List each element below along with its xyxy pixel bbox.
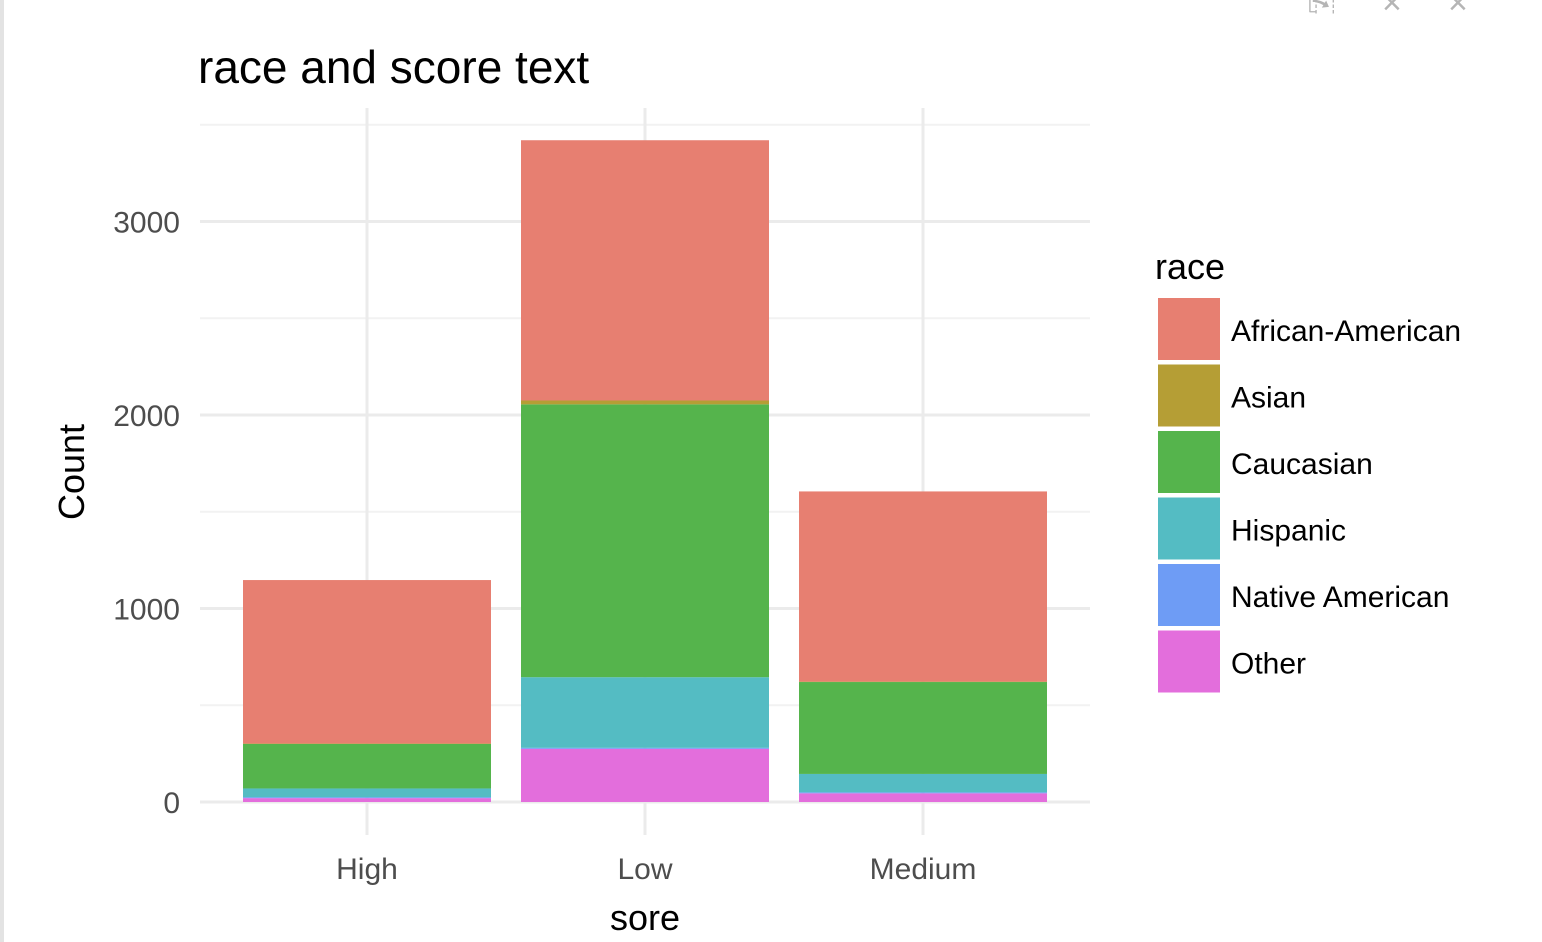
bar-segment-low-caucasian (521, 404, 769, 678)
legend-key-african-american (1158, 298, 1220, 360)
legend-label: Other (1231, 648, 1306, 681)
bar-segment-high-native-american (243, 797, 491, 799)
legend-key-hispanic (1158, 497, 1220, 560)
y-tick-label: 2000 (113, 400, 180, 433)
bar-segment-low-hispanic (521, 677, 769, 748)
bar-segment-high-hispanic (243, 788, 491, 798)
legend-key-caucasian (1158, 431, 1220, 493)
bars-layer (243, 140, 1047, 802)
y-tick-label: 0 (163, 787, 180, 820)
bar-segment-low-other (521, 748, 769, 802)
close-icon[interactable]: × (1448, 0, 1468, 14)
bar-segment-low-native-american (521, 747, 769, 749)
legend-label: Asian (1231, 382, 1306, 415)
chart-title: race and score text (198, 41, 589, 93)
export-icon[interactable]: ⎘ (1308, 0, 1335, 14)
legend-label: Native American (1231, 581, 1449, 614)
bar-segment-low-african-american (521, 140, 769, 401)
window-controls: ⎘ × × (1300, 0, 1500, 14)
bar-segment-medium-african-american (799, 491, 1047, 682)
y-tick-labels: 0 1000 2000 3000 (113, 207, 180, 821)
legend-label: African-American (1231, 315, 1461, 348)
legend-key-other (1158, 630, 1220, 693)
bar-segment-medium-native-american (799, 792, 1047, 794)
bar-segment-high-african-american (243, 580, 491, 744)
bar-segment-high-other (243, 798, 491, 802)
y-tick-label: 1000 (113, 594, 180, 627)
bar-segment-high-caucasian (243, 743, 491, 789)
bar-segment-medium-caucasian (799, 682, 1047, 774)
legend-key-native-american (1158, 564, 1220, 626)
x-tick-label: Medium (870, 853, 977, 886)
x-tick-labels: High Low Medium (336, 853, 976, 886)
y-axis-label: Count (51, 424, 92, 520)
legend-items: African-American Asian Caucasian Hispanic Na… (1158, 298, 1461, 693)
legend: race African-American Asian Caucasian Hispa… (1155, 246, 1461, 693)
x-tick-label: High (336, 853, 398, 886)
legend-label: Hispanic (1231, 515, 1346, 548)
close-icon[interactable]: × (1382, 0, 1402, 14)
bar-segment-medium-other (799, 793, 1047, 802)
legend-key-asian (1158, 364, 1220, 427)
y-tick-label: 3000 (113, 207, 180, 240)
window-left-border (0, 0, 4, 942)
x-tick-label: Low (617, 853, 672, 886)
bar-segment-medium-hispanic (799, 773, 1047, 793)
legend-title: race (1155, 246, 1225, 287)
x-axis-label: sore (610, 897, 680, 938)
bar-segment-low-asian (521, 400, 769, 405)
legend-label: Caucasian (1231, 448, 1373, 481)
